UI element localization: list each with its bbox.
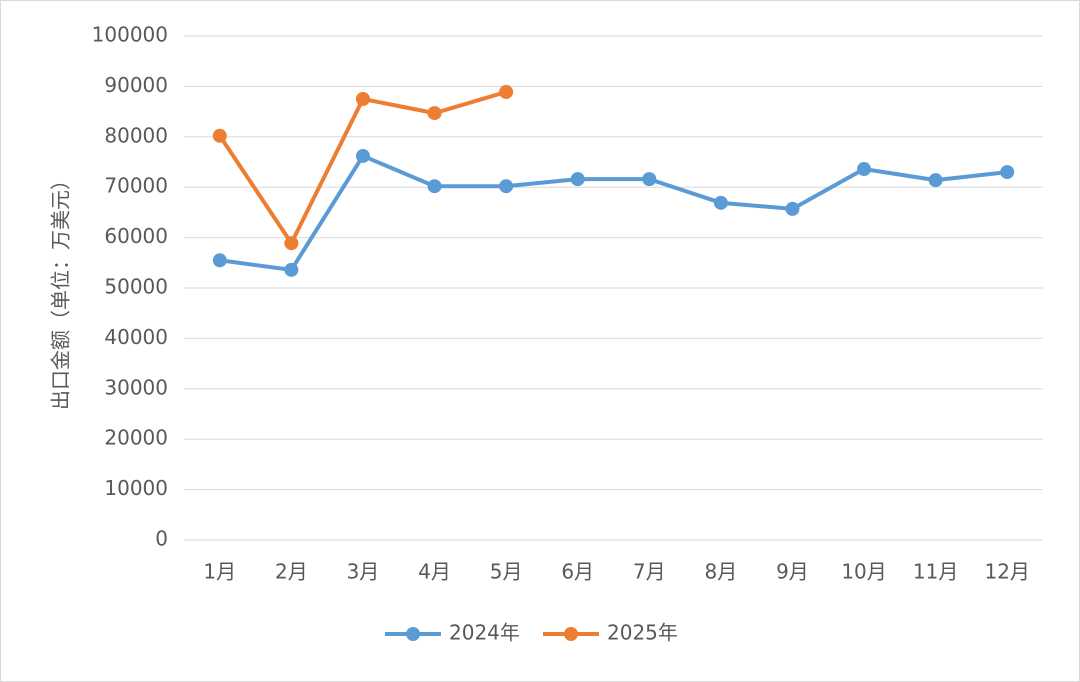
x-tick-label: 5月 — [490, 560, 523, 584]
data-point — [785, 201, 800, 216]
data-point — [499, 84, 514, 99]
x-tick-label: 11月 — [913, 560, 958, 584]
y-tick-label: 50000 — [104, 275, 168, 299]
data-point — [284, 236, 299, 251]
x-tick-label: 10月 — [841, 560, 886, 584]
data-point — [355, 148, 370, 163]
x-tick-label: 1月 — [203, 560, 236, 584]
data-point — [355, 92, 370, 106]
y-tick-label: 40000 — [104, 325, 168, 349]
y-tick-label: 70000 — [104, 174, 168, 198]
data-point — [928, 173, 943, 188]
data-point — [642, 172, 657, 187]
y-tick-label: 10000 — [104, 476, 168, 500]
data-point — [713, 195, 728, 210]
y-tick-label: 90000 — [104, 73, 168, 97]
data-point — [427, 106, 442, 121]
x-tick-label: 7月 — [633, 560, 666, 584]
x-tick-label: 12月 — [984, 560, 1029, 584]
y-tick-label: 80000 — [104, 123, 168, 147]
legend-label: 2025年 — [607, 621, 678, 645]
legend-marker — [564, 627, 578, 641]
y-tick-label: 30000 — [104, 375, 168, 399]
x-tick-label: 3月 — [347, 560, 380, 584]
y-tick-label: 0 — [155, 527, 168, 551]
data-point — [212, 253, 227, 268]
data-point — [570, 172, 585, 187]
x-tick-label: 2月 — [275, 560, 308, 584]
data-point — [1000, 165, 1015, 180]
x-tick-label: 9月 — [776, 560, 809, 584]
x-tick-label: 6月 — [561, 560, 594, 584]
y-tick-label: 100000 — [92, 23, 168, 47]
data-point — [499, 179, 514, 194]
y-tick-label: 60000 — [104, 224, 168, 248]
data-point — [427, 179, 442, 194]
data-point — [857, 162, 872, 177]
x-tick-label: 8月 — [705, 560, 738, 584]
data-point — [212, 128, 227, 143]
legend-marker — [406, 627, 420, 641]
y-tick-label: 20000 — [104, 426, 168, 450]
legend-label: 2024年 — [449, 621, 520, 645]
x-tick-label: 4月 — [418, 560, 451, 584]
series-line — [219, 153, 1008, 272]
y-axis-label: 出口金额（单位：万美元） — [49, 170, 73, 410]
data-point — [284, 262, 299, 277]
